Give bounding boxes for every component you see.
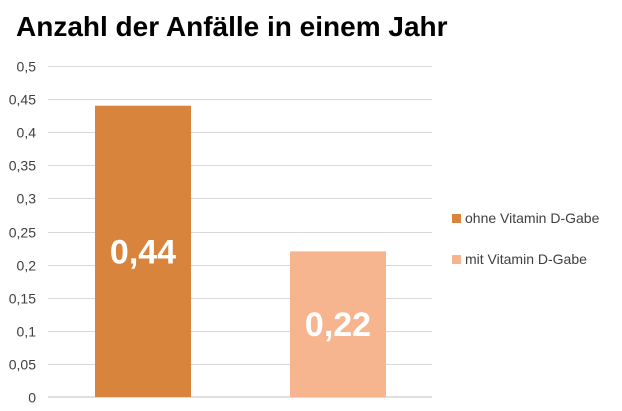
legend-label: mit Vitamin D-Gabe <box>465 251 587 267</box>
legend-swatch <box>452 214 461 223</box>
data-label: 0,44 <box>110 233 176 271</box>
bars <box>95 105 386 397</box>
y-tick-label: 0,4 <box>17 125 37 141</box>
bar-ohne-vitamin-d <box>95 105 191 397</box>
y-tick-label: 0,2 <box>17 258 37 274</box>
legend-label: ohne Vitamin D-Gabe <box>465 210 600 226</box>
y-tick-label: 0,5 <box>17 59 37 75</box>
y-tick-label: 0,45 <box>9 92 36 108</box>
y-tick-label: 0 <box>28 390 36 406</box>
y-tick-label: 0,25 <box>9 225 36 241</box>
y-axis-tick-labels: 0 0,05 0,1 0,15 0,2 0,25 0,3 0,35 0,4 0,45 0,5 <box>9 59 36 406</box>
y-tick-label: 0,1 <box>17 324 37 340</box>
chart-title: Anzahl der Anfälle in einem Jahr <box>16 11 448 42</box>
y-tick-label: 0,35 <box>9 158 36 174</box>
data-label: 0,22 <box>305 306 371 344</box>
y-tick-label: 0,3 <box>17 191 37 207</box>
data-labels: 0,44 0,22 <box>110 233 371 344</box>
y-tick-label: 0,05 <box>9 357 36 373</box>
legend: ohne Vitamin D-Gabe mit Vitamin D-Gabe <box>452 210 600 267</box>
y-tick-label: 0,15 <box>9 291 36 307</box>
bar-mit-vitamin-d <box>290 251 386 397</box>
legend-swatch <box>452 255 461 264</box>
